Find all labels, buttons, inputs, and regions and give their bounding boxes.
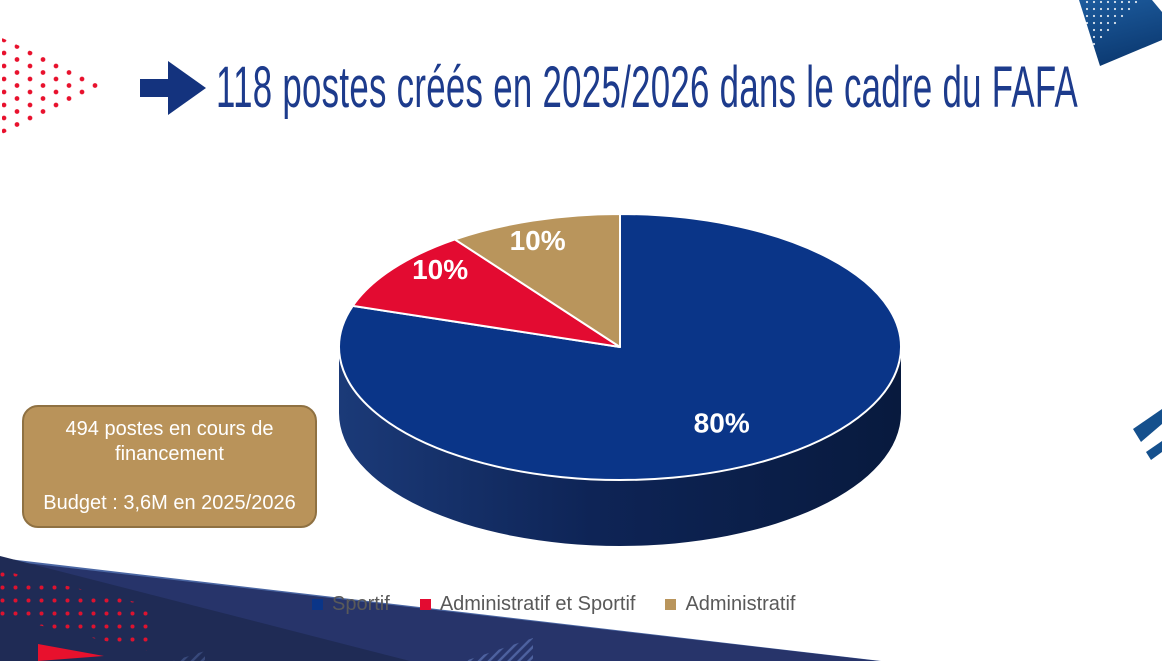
pie-slice-label: 80% bbox=[694, 407, 750, 438]
pie-slice-label: 10% bbox=[412, 254, 468, 285]
legend-label: Sportif bbox=[332, 593, 390, 615]
legend-item-administratif: Administratif bbox=[665, 593, 795, 616]
legend-item-administratif-et-sportif: Administratif et Sportif bbox=[419, 593, 636, 616]
legend-label: Administratif et Sportif bbox=[439, 593, 636, 615]
pie-slice-sportif bbox=[338, 213, 902, 481]
legend-label: Administratif bbox=[685, 593, 796, 615]
callout-line2: Budget : 3,6M en 2025/2026 bbox=[43, 492, 296, 514]
legend-item-sportif: Sportif bbox=[312, 593, 390, 616]
slide-title: 118 postes créés en 2025/2026 dans le ca… bbox=[216, 54, 1079, 120]
pie-slice-label: 10% bbox=[510, 225, 566, 256]
callout-line1: 494 postes en cours de financement bbox=[65, 418, 274, 465]
pie-slice-administratif bbox=[453, 213, 621, 348]
legend-marker-icon bbox=[419, 599, 431, 610]
legend-marker-icon bbox=[312, 599, 323, 610]
pie-slice-administratif-et-sportif bbox=[351, 238, 621, 348]
title-row: 118 postes créés en 2025/2026 dans le ca… bbox=[138, 56, 1162, 120]
legend-marker-icon bbox=[665, 599, 677, 610]
chart-legend: Sportif Administratif et Sportif Administr… bbox=[312, 593, 795, 616]
right-arrow-icon bbox=[140, 61, 206, 115]
pie-side-wall bbox=[339, 347, 901, 546]
red-dots-triangle-icon bbox=[2, 38, 108, 134]
callout-box: 494 postes en cours de financement Budge… bbox=[22, 405, 317, 528]
